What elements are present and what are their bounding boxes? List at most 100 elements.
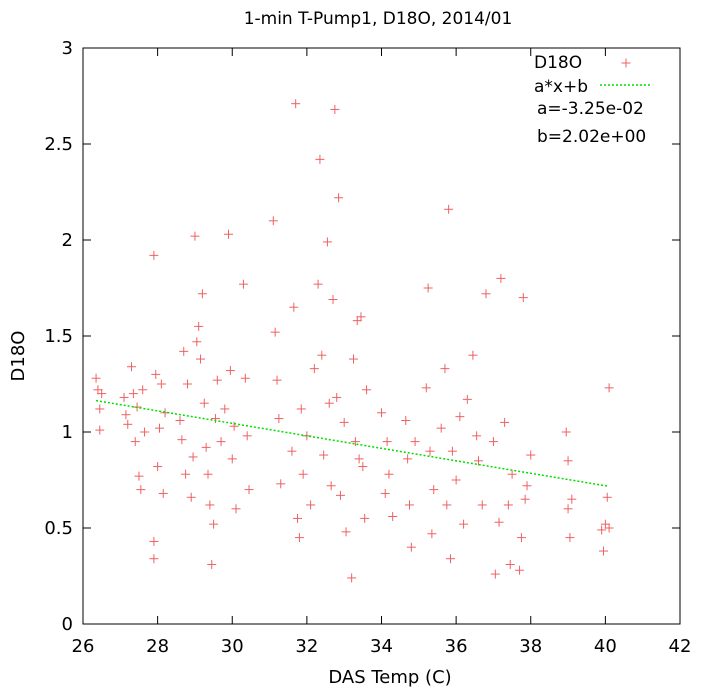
x-tick-label: 32 <box>295 636 318 657</box>
data-point <box>600 519 610 529</box>
data-point <box>306 500 316 510</box>
data-point <box>440 364 450 374</box>
y-tick-label: 2 <box>62 230 73 251</box>
data-point <box>561 427 571 437</box>
data-point <box>240 373 250 383</box>
data-point <box>270 327 280 337</box>
data-point <box>322 237 332 247</box>
data-point <box>362 385 372 395</box>
data-point <box>567 494 577 504</box>
data-point <box>274 414 284 424</box>
data-point <box>451 475 461 485</box>
data-point <box>95 425 105 435</box>
data-point <box>97 389 107 399</box>
data-point <box>404 500 414 510</box>
data-point <box>199 398 209 408</box>
data-point <box>421 383 431 393</box>
data-point <box>563 456 573 466</box>
data-point <box>220 404 230 414</box>
data-point <box>188 452 198 462</box>
data-point <box>298 469 308 479</box>
axes-layer: 26 28 30 32 34 36 38 40 42 0 0.5 1 1.5 2 2.5 3 <box>44 38 691 657</box>
data-point <box>474 456 484 466</box>
data-point <box>313 279 323 289</box>
data-point <box>515 565 525 575</box>
data-point <box>95 404 105 414</box>
data-point <box>459 519 469 529</box>
data-point <box>518 293 528 303</box>
data-point <box>151 369 161 379</box>
data-point <box>326 481 336 491</box>
data-point <box>289 302 299 312</box>
data-point <box>179 346 189 356</box>
data-point <box>481 289 491 299</box>
data-point <box>119 392 129 402</box>
data-point <box>212 375 222 385</box>
data-point <box>276 479 286 489</box>
y-tick-label: 2.5 <box>44 134 73 155</box>
annotation-b: b=2.02e+00 <box>537 127 646 147</box>
data-point <box>356 312 366 322</box>
data-point <box>210 414 220 424</box>
data-point <box>205 500 215 510</box>
data-point <box>91 373 101 383</box>
data-point <box>315 154 325 164</box>
data-point <box>490 569 500 579</box>
data-point <box>429 485 439 495</box>
points-layer <box>91 99 614 583</box>
data-point <box>156 379 166 389</box>
y-tick-label: 3 <box>62 38 73 59</box>
data-point <box>468 350 478 360</box>
data-point <box>93 385 103 395</box>
annotation-a: a=-3.25e-02 <box>537 99 644 119</box>
data-point <box>268 216 278 226</box>
data-point <box>127 362 137 372</box>
data-point <box>360 513 370 523</box>
data-point <box>242 431 252 441</box>
data-point <box>334 193 344 203</box>
data-point <box>293 513 303 523</box>
data-point <box>309 364 319 374</box>
data-point <box>462 394 472 404</box>
data-point <box>201 442 211 452</box>
fit-line <box>95 399 608 487</box>
data-point <box>335 490 345 500</box>
x-tick-label: 30 <box>221 636 244 657</box>
y-tick-label: 1.5 <box>44 326 73 347</box>
data-point <box>604 383 614 393</box>
x-tick-label: 28 <box>146 636 169 657</box>
data-point <box>332 392 342 402</box>
data-point <box>134 471 144 481</box>
x-tick-label: 40 <box>594 636 617 657</box>
data-point <box>296 404 306 414</box>
data-point <box>436 423 446 433</box>
data-point <box>231 504 241 514</box>
data-point <box>196 354 206 364</box>
data-point <box>403 454 413 464</box>
data-point <box>604 523 614 533</box>
y-tick-label: 0 <box>62 614 73 635</box>
data-point <box>203 469 213 479</box>
data-point <box>181 469 191 479</box>
data-point <box>349 354 359 364</box>
data-point <box>410 437 420 447</box>
legend: D18O a*x+b a=-3.25e-02 b=2.02e+00 <box>534 53 652 147</box>
data-point <box>442 500 452 510</box>
data-point <box>488 437 498 447</box>
data-point <box>516 533 526 543</box>
x-tick-label: 36 <box>445 636 468 657</box>
data-point <box>382 437 392 447</box>
data-point <box>319 450 329 460</box>
data-point <box>347 573 357 583</box>
data-point <box>227 454 237 464</box>
legend-marker-d18o <box>621 58 631 68</box>
data-point <box>130 437 140 447</box>
data-point <box>505 559 515 569</box>
data-point <box>194 321 204 331</box>
data-point <box>272 375 282 385</box>
data-point <box>477 500 487 510</box>
data-point <box>339 417 349 427</box>
data-point <box>197 289 207 299</box>
data-point <box>341 527 351 537</box>
